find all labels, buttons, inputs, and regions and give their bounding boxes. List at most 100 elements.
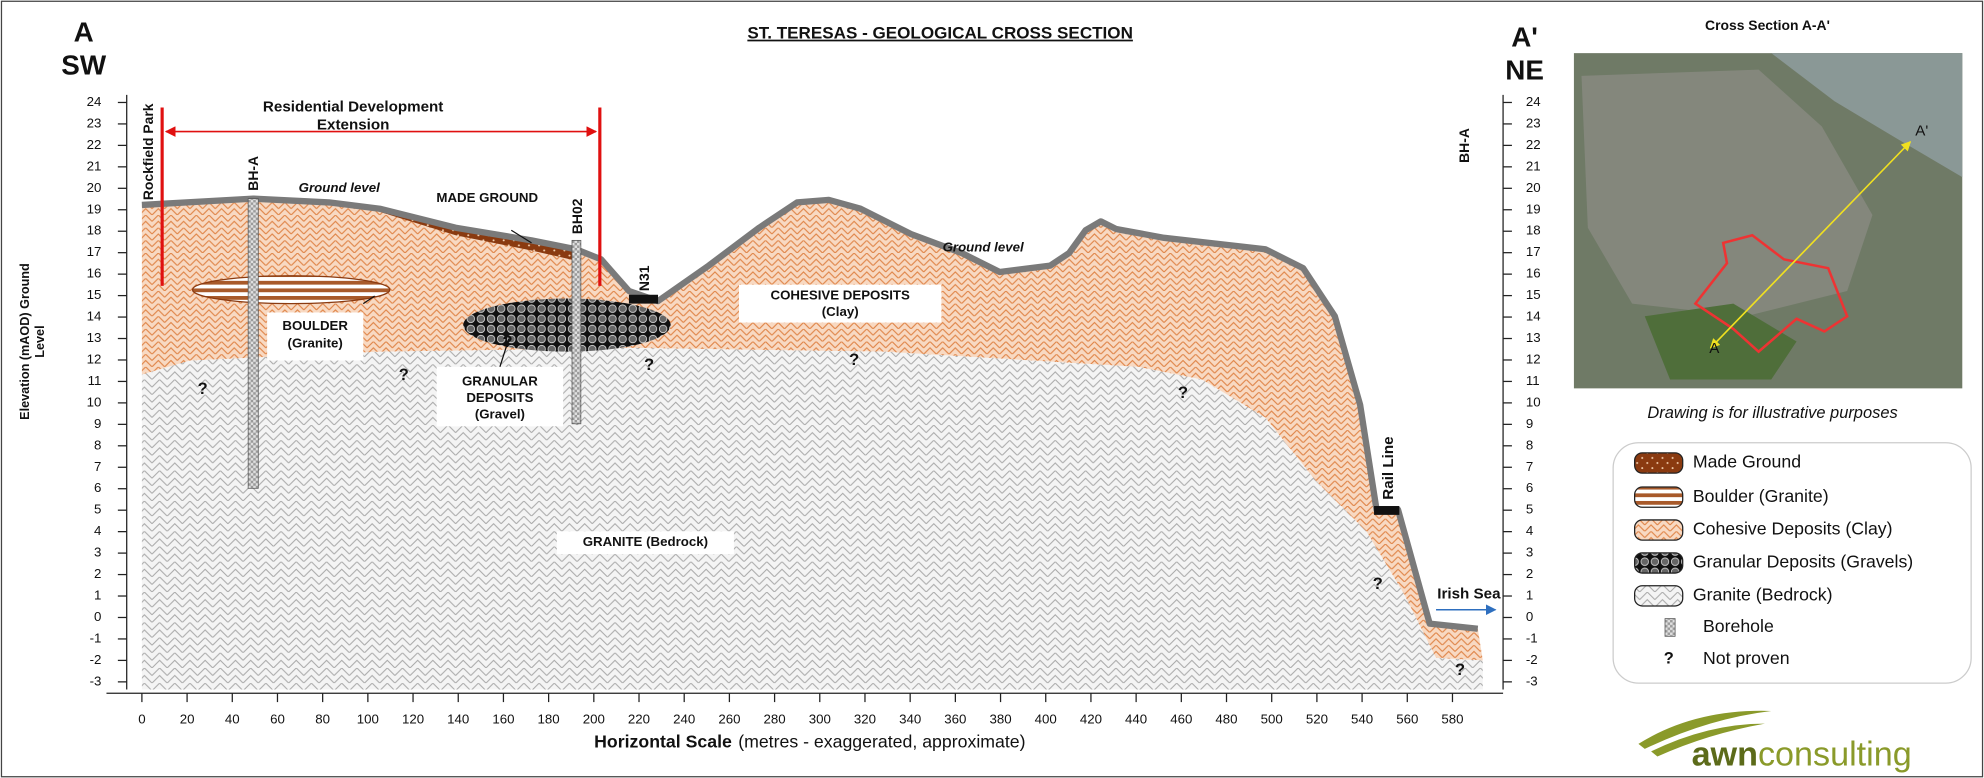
- section-end-marker: A: [74, 17, 94, 48]
- y-tick-label: -2: [1526, 652, 1538, 667]
- borehole-label: BH-A: [245, 156, 261, 191]
- map-label: A': [1915, 123, 1928, 140]
- x-tick-label: 0: [138, 711, 145, 726]
- y-tick-label: -3: [90, 673, 102, 688]
- x-tick-label: 560: [1396, 711, 1418, 726]
- y-axis-label: Elevation (mAOD) Ground: [18, 263, 32, 420]
- legend-label: Boulder (Granite): [1693, 486, 1829, 506]
- legend-swatch: [1635, 586, 1683, 606]
- rail-marker: [1374, 506, 1399, 515]
- y-tick-label: 21: [1526, 158, 1541, 173]
- x-tick-label: 60: [270, 711, 285, 726]
- not-proven-mark: ?: [502, 333, 512, 351]
- annotation: GRANITE (Bedrock): [583, 534, 708, 549]
- y-tick-label: 8: [1526, 437, 1533, 452]
- not-proven-mark: ?: [849, 351, 859, 369]
- x-tick-label: 360: [944, 711, 966, 726]
- x-tick-label: 300: [809, 711, 831, 726]
- borehole-label: BH02: [569, 198, 585, 234]
- legend-label: Cohesive Deposits (Clay): [1693, 519, 1893, 539]
- y-tick-label: 14: [1526, 309, 1541, 324]
- y-tick-label: 15: [87, 287, 102, 302]
- map-title: Cross Section A-A': [1705, 17, 1830, 33]
- x-tick-label: 200: [583, 711, 605, 726]
- x-tick-label: 420: [1080, 711, 1102, 726]
- y-tick-label: 24: [1526, 94, 1541, 109]
- x-axis-label-part: (metres - exaggerated, approximate): [738, 731, 1025, 751]
- y-tick-label: 3: [1526, 545, 1533, 560]
- logo-part: awn: [1692, 736, 1758, 774]
- y-tick-label: 18: [1526, 223, 1541, 238]
- y-tick-label: 13: [1526, 330, 1541, 345]
- y-tick-label: -2: [90, 652, 102, 667]
- y-tick-label: 4: [1526, 523, 1533, 538]
- x-tick-label: 20: [180, 711, 195, 726]
- x-tick-label: 380: [989, 711, 1011, 726]
- y-tick-label: -1: [90, 630, 102, 645]
- y-tick-label: 10: [87, 394, 102, 409]
- borehole: [572, 240, 581, 423]
- y-tick-label: 13: [87, 330, 102, 345]
- x-tick-label: 160: [492, 711, 514, 726]
- legend-label: Not proven: [1703, 648, 1790, 668]
- annotation: BOULDER: [282, 318, 348, 333]
- x-tick-label: 400: [1035, 711, 1057, 726]
- x-tick-label: 280: [764, 711, 786, 726]
- y-tick-label: 0: [1526, 609, 1533, 624]
- y-tick-label: 16: [1526, 266, 1541, 281]
- legend-swatch: [1635, 553, 1683, 573]
- x-tick-label: 580: [1441, 711, 1463, 726]
- annotation: (Gravel): [475, 406, 525, 421]
- page: { "title": "ST. TERESAS - GEOLOGICAL CRO…: [0, 0, 1984, 778]
- x-tick-label: 80: [315, 711, 330, 726]
- y-tick-label: 17: [1526, 244, 1541, 259]
- x-tick-label: 340: [899, 711, 921, 726]
- title: ST. TERESAS - GEOLOGICAL CROSS SECTION: [747, 24, 1133, 43]
- y-tick-label: 12: [1526, 351, 1541, 366]
- not-proven-mark: ?: [198, 380, 208, 398]
- x-tick-label: 240: [673, 711, 695, 726]
- legend-label: Borehole: [1703, 616, 1774, 636]
- annotation: Rockfield Park: [140, 103, 156, 200]
- road-marker: [629, 295, 658, 304]
- not-proven-mark: ?: [1178, 384, 1188, 402]
- section-end-marker: NE: [1505, 54, 1544, 85]
- y-tick-label: 22: [1526, 137, 1541, 152]
- y-tick-label: 16: [87, 266, 102, 281]
- y-tick-label: 10: [1526, 394, 1541, 409]
- legend-swatch: [1665, 619, 1675, 637]
- boulder: [192, 276, 389, 304]
- x-tick-label: 320: [854, 711, 876, 726]
- x-tick-label: 180: [538, 711, 560, 726]
- y-tick-label: 11: [88, 373, 102, 388]
- y-tick-label: 19: [87, 201, 102, 216]
- y-tick-label: 5: [1526, 502, 1533, 517]
- y-tick-label: 1: [1526, 588, 1533, 603]
- y-tick-label: 15: [1526, 287, 1541, 302]
- borehole: [248, 199, 258, 489]
- y-tick-label: 8: [94, 437, 101, 452]
- y-tick-label: 9: [1526, 416, 1533, 431]
- y-tick-label: 23: [87, 115, 102, 130]
- annotation: Ground level: [299, 180, 380, 195]
- x-axis-label: Horizontal Scale(metres - exaggerated, a…: [594, 731, 1025, 751]
- not-proven-mark: ?: [1373, 575, 1383, 593]
- y-tick-label: 3: [94, 545, 101, 560]
- map-label: A: [1709, 340, 1720, 357]
- y-tick-label: 18: [87, 223, 102, 238]
- section-end-marker: SW: [61, 49, 107, 80]
- y-tick-label: 20: [1526, 180, 1541, 195]
- y-tick-label: 23: [1526, 115, 1541, 130]
- y-tick-label: 12: [87, 351, 102, 366]
- annotation: Residential Development: [263, 99, 443, 116]
- y-tick-label: 22: [87, 137, 102, 152]
- not-proven-mark: ?: [644, 356, 654, 374]
- logo: awnconsulting: [1692, 736, 1912, 774]
- legend-swatch: [1635, 487, 1683, 507]
- y-tick-label: 5: [94, 502, 101, 517]
- legend-symbol: ?: [1664, 649, 1674, 667]
- y-tick-label: 2: [94, 566, 101, 581]
- y-tick-label: 1: [94, 588, 101, 603]
- x-tick-label: 100: [357, 711, 379, 726]
- annotation: DEPOSITS: [466, 390, 533, 405]
